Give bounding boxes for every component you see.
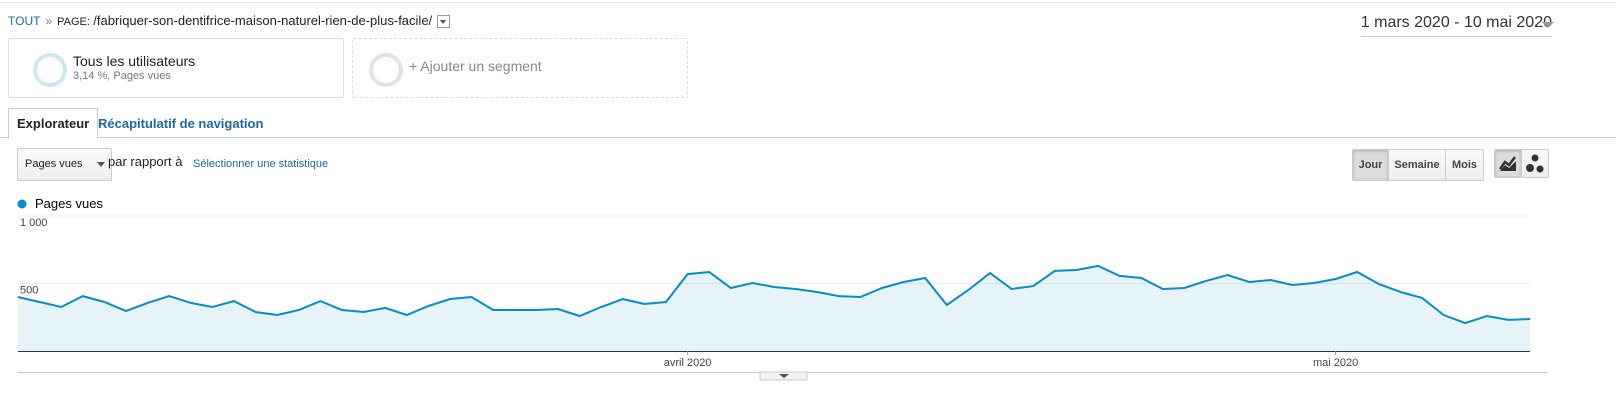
breadcrumb-separator: » xyxy=(45,14,53,28)
legend-marker xyxy=(17,199,27,209)
expand-arrow xyxy=(779,374,789,378)
breadcrumb-label: PAGE: xyxy=(57,16,90,28)
period-button[interactable]: Mois xyxy=(1445,149,1484,181)
area xyxy=(18,265,1530,351)
tab-border xyxy=(0,137,1616,138)
line xyxy=(17,264,1531,325)
segment-subtitle: 3,14 %, Pages vues xyxy=(73,70,171,82)
x-tick-label: avril 2020 xyxy=(664,357,712,369)
legend-label: Pages vues xyxy=(35,196,103,211)
icon xyxy=(1526,154,1544,173)
period-button[interactable]: Semaine xyxy=(1388,149,1446,181)
add-segment-label: + Ajouter un segment xyxy=(409,58,542,74)
top-border xyxy=(0,2,1616,3)
motion-chart-button[interactable] xyxy=(1521,149,1549,178)
segment-title: Tous les utilisateurs xyxy=(73,53,196,69)
tab[interactable]: Explorateur xyxy=(8,108,99,139)
x-tick-label: mai 2020 xyxy=(1313,357,1358,369)
line-chart-button[interactable] xyxy=(1494,149,1522,178)
breadcrumb-path: /fabriquer-son-dentifrice-maison-naturel… xyxy=(93,13,433,28)
tab[interactable]: Récapitulatif de navigation xyxy=(98,116,264,131)
add-segment[interactable]: + Ajouter un segment xyxy=(352,38,688,98)
segment-ring xyxy=(33,53,67,87)
metric-select[interactable]: Pages vues xyxy=(17,148,112,181)
date-range[interactable]: 1 mars 2020 - 10 mai 2020 xyxy=(1360,14,1552,37)
y-tick-label: 500 xyxy=(20,285,38,297)
date-caret[interactable] xyxy=(1542,22,1554,34)
path-dropdown[interactable] xyxy=(437,15,451,29)
breadcrumb-root[interactable]: TOUT xyxy=(8,14,41,28)
segment[interactable]: Tous les utilisateurs 3,14 %, Pages vues xyxy=(8,38,344,98)
icon xyxy=(1498,156,1516,171)
breadcrumb: TOUT » PAGE: /fabriquer-son-dentifrice-mai… xyxy=(8,13,451,29)
y-tick-label: 1 000 xyxy=(20,217,48,229)
segment-ring xyxy=(369,53,403,87)
compare-label: par rapport à xyxy=(108,154,183,169)
select-metric-link[interactable]: Sélectionner une statistique xyxy=(193,158,329,170)
